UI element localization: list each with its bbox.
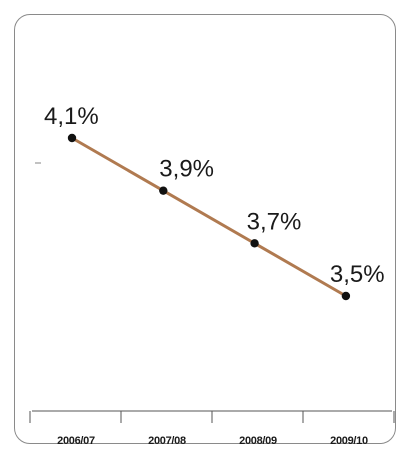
x-tick-label-2009-10: 2009/10 bbox=[330, 435, 368, 447]
x-tick-label-2006-07: 2006/07 bbox=[57, 435, 95, 447]
data-point-2008-09 bbox=[250, 239, 259, 248]
x-axis bbox=[29, 162, 395, 423]
data-point-2007-08 bbox=[159, 186, 168, 195]
series-line-group bbox=[70, 136, 348, 298]
chart-frame bbox=[14, 14, 396, 444]
data-points bbox=[67, 133, 351, 301]
series-line bbox=[70, 136, 348, 298]
x-tick-label-2007-08: 2007/08 bbox=[148, 435, 186, 447]
data-label-2009-10: 3,5% bbox=[330, 261, 385, 288]
x-tick-label-2008-09: 2008/09 bbox=[239, 435, 277, 447]
data-label-2006-07: 4,1% bbox=[44, 103, 99, 130]
data-labels: 4,1% 3,9% 3,7% 3,5% bbox=[44, 103, 385, 288]
data-point-2009-10 bbox=[341, 291, 351, 301]
data-point-2006-07 bbox=[67, 133, 77, 143]
data-label-2007-08: 3,9% bbox=[159, 156, 214, 183]
x-tick-labels: 2006/07 2007/08 2008/09 2009/10 bbox=[57, 435, 368, 447]
data-label-2008-09: 3,7% bbox=[247, 208, 302, 235]
